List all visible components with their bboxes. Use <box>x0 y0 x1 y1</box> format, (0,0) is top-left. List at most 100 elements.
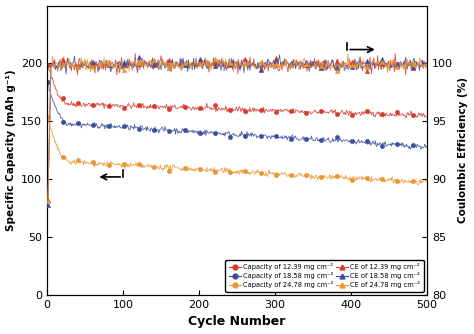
Point <box>378 59 386 64</box>
Point <box>393 62 401 67</box>
Point <box>393 64 401 69</box>
Point <box>378 176 386 182</box>
Point <box>105 103 112 108</box>
Point <box>409 65 416 71</box>
Point <box>211 63 219 68</box>
Point <box>333 58 340 64</box>
Point <box>165 57 173 63</box>
Point <box>90 62 97 67</box>
Point <box>181 166 189 171</box>
Point <box>287 63 295 68</box>
Point <box>120 67 128 72</box>
Point <box>363 59 371 64</box>
Point <box>59 58 67 63</box>
Point <box>211 130 219 135</box>
Point <box>181 60 189 65</box>
Point <box>393 109 401 115</box>
Point <box>393 141 401 147</box>
Point <box>242 60 249 66</box>
Point <box>44 63 52 68</box>
Point <box>287 172 295 177</box>
Point <box>363 176 371 181</box>
Point <box>227 169 234 174</box>
Point <box>135 103 143 108</box>
Point <box>120 61 128 66</box>
Point <box>59 61 67 67</box>
Point <box>242 56 249 61</box>
Point <box>74 64 82 69</box>
Point <box>44 80 52 85</box>
Point <box>302 62 310 68</box>
Point <box>90 122 97 128</box>
Point <box>59 96 67 101</box>
Point <box>287 62 295 68</box>
Point <box>318 137 325 142</box>
Point <box>242 133 249 139</box>
Point <box>272 61 280 67</box>
Point <box>181 104 189 110</box>
Point <box>378 56 386 62</box>
Point <box>120 161 128 166</box>
Point <box>74 120 82 126</box>
Point <box>196 167 204 172</box>
Point <box>165 106 173 111</box>
Point <box>242 108 249 114</box>
Point <box>318 109 325 114</box>
Point <box>59 120 67 125</box>
Point <box>74 62 82 67</box>
Point <box>227 62 234 68</box>
Point <box>378 111 386 116</box>
Point <box>348 139 356 144</box>
Point <box>348 64 356 69</box>
Point <box>409 61 416 66</box>
Point <box>227 61 234 66</box>
Point <box>272 55 280 61</box>
Point <box>105 162 112 167</box>
Point <box>393 178 401 184</box>
Point <box>363 108 371 114</box>
Point <box>90 65 97 70</box>
Point <box>272 133 280 138</box>
Point <box>227 108 234 113</box>
Point <box>74 157 82 163</box>
Point <box>165 168 173 174</box>
Point <box>120 62 128 68</box>
Point <box>333 135 340 140</box>
Point <box>318 65 325 70</box>
Point <box>105 61 112 66</box>
Point <box>257 133 264 139</box>
Point <box>44 202 52 207</box>
Point <box>348 59 356 65</box>
Point <box>135 60 143 65</box>
Point <box>165 128 173 134</box>
Point <box>90 59 97 64</box>
Point <box>135 127 143 132</box>
Point <box>257 107 264 113</box>
Point <box>363 64 371 69</box>
Point <box>44 197 52 203</box>
Point <box>363 69 371 74</box>
Point <box>211 60 219 65</box>
Point <box>348 62 356 67</box>
Point <box>272 59 280 64</box>
Point <box>135 162 143 167</box>
Point <box>287 136 295 141</box>
Point <box>302 61 310 66</box>
Point <box>181 62 189 68</box>
Point <box>44 114 52 119</box>
Point <box>120 105 128 110</box>
Point <box>272 172 280 177</box>
Point <box>333 174 340 179</box>
Point <box>150 165 158 170</box>
Y-axis label: Specific Capacity (mAh g⁻¹): Specific Capacity (mAh g⁻¹) <box>6 69 16 231</box>
Point <box>44 198 52 204</box>
Y-axis label: Coulombic Efficiency (%): Coulombic Efficiency (%) <box>458 77 468 223</box>
Point <box>318 62 325 68</box>
Point <box>333 68 340 73</box>
Point <box>302 136 310 142</box>
Point <box>150 104 158 109</box>
Point <box>150 61 158 67</box>
Point <box>135 54 143 60</box>
Point <box>409 64 416 69</box>
Legend: Capacity of 12.39 mg cm⁻², Capacity of 18.58 mg cm⁻², Capacity of 24.78 mg cm⁻²,: Capacity of 12.39 mg cm⁻², Capacity of 1… <box>225 260 424 292</box>
